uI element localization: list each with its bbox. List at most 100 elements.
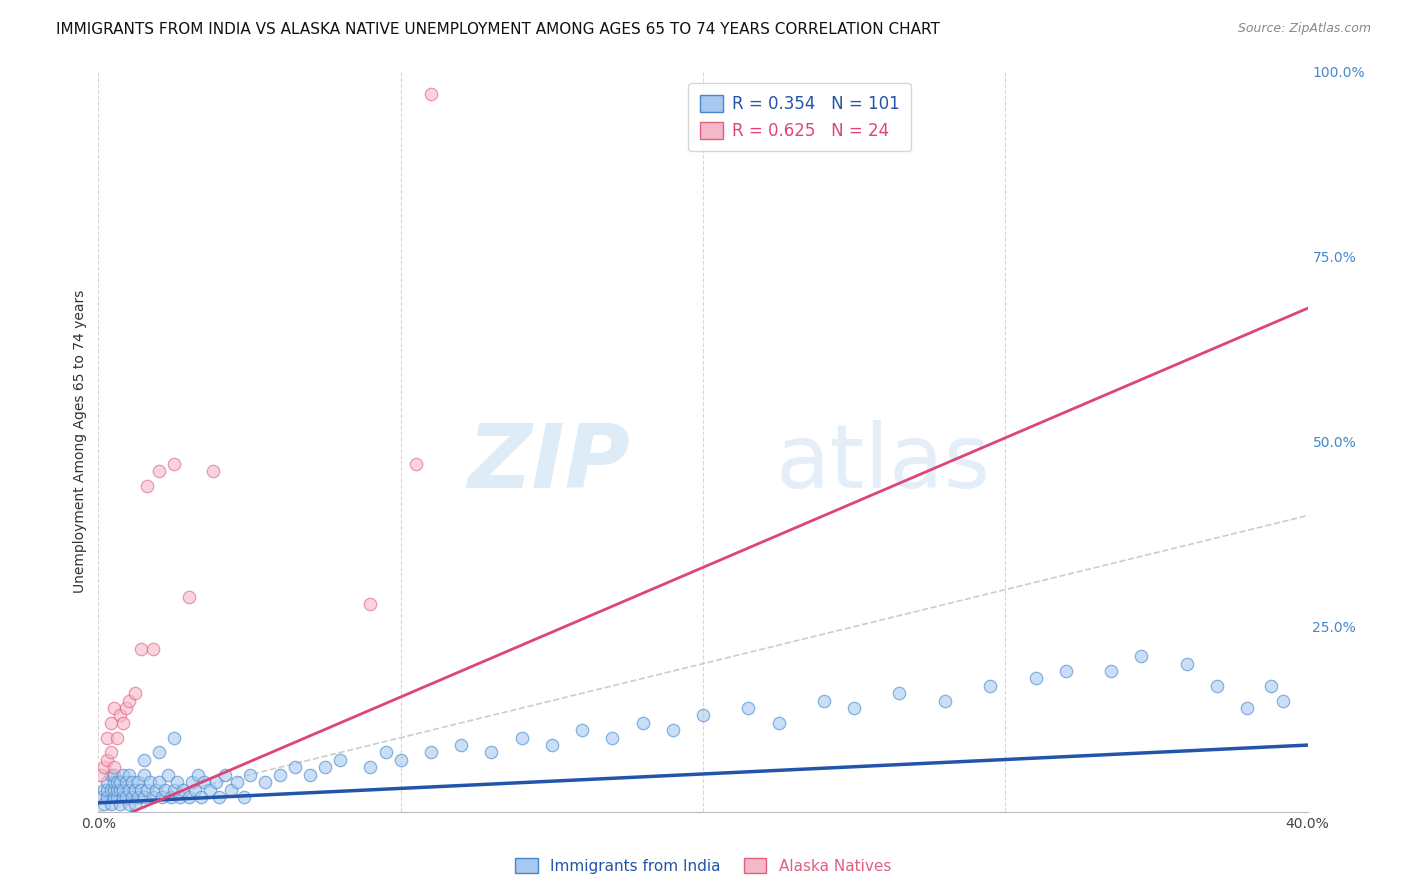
- Point: [96, 775, 118, 789]
- Point: [481, 746, 503, 760]
- Point: [103, 782, 125, 797]
- Point: [314, 760, 336, 774]
- Point: [148, 746, 170, 760]
- Point: [208, 789, 231, 804]
- Point: [96, 731, 118, 745]
- Point: [118, 767, 141, 781]
- Point: [114, 789, 136, 804]
- Point: [96, 782, 118, 797]
- Point: [100, 746, 122, 760]
- Point: [118, 694, 141, 708]
- Point: [1206, 679, 1229, 693]
- Point: [420, 87, 443, 101]
- Point: [124, 782, 146, 797]
- Point: [118, 797, 141, 812]
- Point: [1024, 672, 1046, 686]
- Point: [163, 782, 186, 797]
- Point: [93, 797, 115, 812]
- Point: [692, 708, 714, 723]
- Point: [631, 715, 654, 730]
- Point: [118, 782, 141, 797]
- Point: [103, 789, 125, 804]
- Point: [111, 767, 134, 781]
- Point: [360, 760, 382, 774]
- Point: [129, 782, 152, 797]
- Point: [187, 767, 209, 781]
- Point: [571, 723, 593, 738]
- Point: [103, 775, 125, 789]
- Point: [163, 457, 186, 471]
- Point: [114, 775, 136, 789]
- Point: [105, 782, 128, 797]
- Point: [1260, 679, 1282, 693]
- Point: [111, 789, 134, 804]
- Point: [132, 767, 155, 781]
- Point: [205, 775, 228, 789]
- Point: [148, 775, 170, 789]
- Point: [172, 782, 194, 797]
- Point: [90, 767, 112, 781]
- Point: [768, 715, 790, 730]
- Point: [253, 775, 276, 789]
- Point: [360, 598, 382, 612]
- Point: [813, 694, 835, 708]
- Point: [737, 701, 759, 715]
- Point: [450, 738, 472, 752]
- Point: [540, 738, 562, 752]
- Point: [156, 767, 179, 781]
- Point: [1272, 694, 1295, 708]
- Point: [226, 775, 249, 789]
- Point: [93, 782, 115, 797]
- Point: [121, 775, 143, 789]
- Point: [979, 679, 1001, 693]
- Point: [114, 701, 136, 715]
- Point: [121, 789, 143, 804]
- Point: [145, 782, 167, 797]
- Point: [181, 775, 204, 789]
- Point: [129, 641, 152, 656]
- Point: [93, 760, 115, 774]
- Point: [1130, 649, 1153, 664]
- Point: [103, 760, 125, 774]
- Legend: R = 0.354   N = 101, R = 0.625   N = 24: R = 0.354 N = 101, R = 0.625 N = 24: [689, 83, 911, 152]
- Point: [111, 782, 134, 797]
- Point: [139, 775, 162, 789]
- Point: [142, 789, 165, 804]
- Text: ZIP: ZIP: [468, 420, 630, 508]
- Text: IMMIGRANTS FROM INDIA VS ALASKA NATIVE UNEMPLOYMENT AMONG AGES 65 TO 74 YEARS CO: IMMIGRANTS FROM INDIA VS ALASKA NATIVE U…: [56, 22, 941, 37]
- Point: [190, 789, 212, 804]
- Point: [405, 457, 427, 471]
- Legend: Immigrants from India, Alaska Natives: Immigrants from India, Alaska Natives: [509, 852, 897, 880]
- Text: Source: ZipAtlas.com: Source: ZipAtlas.com: [1237, 22, 1371, 36]
- Point: [661, 723, 683, 738]
- Point: [284, 760, 307, 774]
- Point: [111, 715, 134, 730]
- Point: [132, 789, 155, 804]
- Point: [127, 789, 149, 804]
- Point: [100, 797, 122, 812]
- Point: [103, 767, 125, 781]
- Y-axis label: Unemployment Among Ages 65 to 74 years: Unemployment Among Ages 65 to 74 years: [73, 290, 87, 593]
- Point: [844, 701, 866, 715]
- Point: [934, 694, 956, 708]
- Point: [100, 767, 122, 781]
- Point: [200, 782, 222, 797]
- Point: [105, 789, 128, 804]
- Point: [389, 753, 412, 767]
- Point: [100, 782, 122, 797]
- Point: [1099, 664, 1122, 678]
- Point: [132, 753, 155, 767]
- Point: [160, 789, 183, 804]
- Point: [105, 731, 128, 745]
- Point: [100, 715, 122, 730]
- Point: [96, 789, 118, 804]
- Point: [142, 641, 165, 656]
- Point: [329, 753, 352, 767]
- Point: [108, 708, 131, 723]
- Point: [108, 775, 131, 789]
- Point: [163, 731, 186, 745]
- Point: [1054, 664, 1077, 678]
- Point: [510, 731, 533, 745]
- Point: [124, 686, 146, 700]
- Point: [420, 746, 443, 760]
